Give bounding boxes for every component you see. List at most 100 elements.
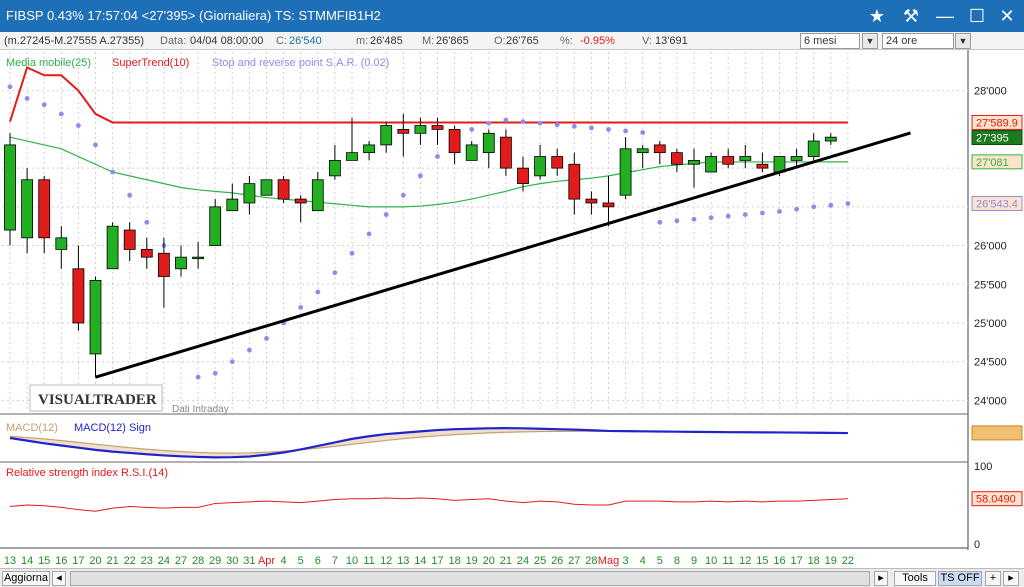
- price-panel: 24'000 24'500 25'000 25'500 26'000 28'000 27'5…: [2, 50, 1023, 550]
- bear-candle: [499, 136, 512, 169]
- x-tick-label: 20: [89, 555, 101, 567]
- x-tick-label: 21: [500, 555, 512, 567]
- bull-candle: [363, 144, 376, 154]
- bull-candle: [226, 198, 239, 212]
- bear-candle: [585, 198, 598, 204]
- sar-dot: [674, 218, 680, 224]
- rsi-tick-label: 0: [974, 539, 980, 551]
- sar-dot: [640, 130, 646, 135]
- timeframe-select[interactable]: 24 ore: [882, 33, 954, 49]
- sar-dot: [298, 305, 304, 310]
- bull-candle: [739, 156, 752, 161]
- sar-dot: [400, 192, 406, 198]
- sar-dot: [76, 123, 81, 128]
- x-tick-label: 16: [55, 555, 67, 567]
- refresh-button[interactable]: Aggiorna: [2, 571, 50, 586]
- bear-candle: [517, 167, 529, 185]
- macd-value-tag: [971, 425, 1023, 441]
- add-button[interactable]: +: [985, 571, 1001, 586]
- supertrend-line: [9, 66, 848, 124]
- bull-candle: [636, 148, 649, 154]
- brand-logo-box: [29, 384, 163, 412]
- sar-dot: [742, 212, 748, 217]
- x-tick-label: 27: [175, 555, 187, 567]
- timeframe-dropdown-icon[interactable]: ▼: [955, 33, 971, 49]
- bottom-toolbar: Aggiorna ◂ ▸ Tools TS OFF + ▸: [0, 568, 1024, 587]
- rsi-tick-label: 100: [974, 461, 992, 473]
- max-label: M:: [422, 35, 435, 47]
- x-tick-label: 7: [332, 555, 338, 567]
- bull-candle: [209, 206, 222, 246]
- title-bar: FIBSP 0.43% 17:57:04 <27'395> (Giornalie…: [0, 0, 1024, 32]
- x-tick-label: 17: [431, 555, 443, 567]
- sar-dot: [7, 84, 13, 90]
- sar-dot: [606, 127, 611, 132]
- macd-panel: [0, 413, 1023, 459]
- ts-off-button[interactable]: TS OFF: [938, 571, 982, 586]
- x-tick-label: 3: [623, 555, 629, 567]
- x-tick-label: Apr: [258, 555, 275, 567]
- period-select[interactable]: 6 mesi: [800, 33, 860, 49]
- open-value: 26'765: [506, 35, 539, 47]
- x-tick-label: 14: [414, 555, 426, 567]
- x-tick-label: 16: [773, 555, 785, 567]
- y-tick-label: 24'000: [974, 395, 1007, 407]
- sar-dot: [41, 102, 47, 108]
- x-tick-label: 10: [346, 555, 358, 567]
- bear-candle: [551, 156, 564, 169]
- bear-candle: [277, 179, 290, 200]
- tools-icon[interactable]: ⚒: [902, 6, 920, 26]
- ma-value-tag: 27'081: [976, 157, 1009, 169]
- x-tick-label: 30: [226, 555, 238, 567]
- sar-dot: [777, 209, 782, 214]
- sar-dot: [418, 173, 423, 179]
- bear-candle: [602, 202, 615, 208]
- x-tick-label: 18: [448, 555, 460, 567]
- supertrend-value-tag: 27'589.9: [976, 117, 1018, 129]
- x-tick-label: 29: [209, 555, 221, 567]
- next-button[interactable]: ▸: [1003, 571, 1019, 586]
- period-dropdown-icon[interactable]: ▼: [862, 33, 878, 49]
- rsi-value-tag-box: [971, 491, 1023, 507]
- sar-dot: [589, 125, 594, 131]
- pct-label: %:: [560, 35, 573, 47]
- legend-macd: MACD(12): [6, 422, 58, 434]
- scroll-left-button[interactable]: ◂: [52, 571, 66, 586]
- price-value-tag-box: [971, 130, 1023, 146]
- bull-candle: [175, 256, 187, 270]
- bull-candle: [4, 144, 16, 231]
- sar-dot: [435, 154, 440, 159]
- max-value: 26'865: [436, 35, 469, 47]
- support-trendline: [95, 131, 911, 379]
- bull-candle: [260, 179, 273, 196]
- bull-candle: [106, 225, 119, 270]
- sar-dot: [332, 270, 338, 276]
- info-bar: (m.27245-M.27555 A.27355) Data: 04/04 08…: [0, 32, 1024, 50]
- bear-candle: [722, 156, 735, 165]
- close-label: C:: [276, 35, 287, 47]
- bull-candle: [414, 125, 427, 134]
- close-button[interactable]: ✕: [999, 6, 1015, 26]
- sar-dot: [195, 374, 201, 380]
- x-tick-label: 15: [756, 555, 768, 567]
- sar-dot: [503, 117, 509, 123]
- scroll-right-button[interactable]: ▸: [874, 571, 888, 586]
- minimize-button[interactable]: —: [936, 6, 954, 26]
- legend-sar: Stop and reverse point S.A.R. (0.02): [212, 57, 389, 69]
- x-axis: 13 14 15 16 17 20 21 22 23 24 27 28 29 30 31 Apr 4 5 6 7 10 1…: [0, 547, 968, 567]
- sar-dot: [469, 127, 475, 132]
- bear-candle: [140, 249, 153, 258]
- x-tick-label: 31: [243, 555, 255, 567]
- sar-dot: [725, 213, 731, 219]
- tools-button[interactable]: Tools: [894, 571, 936, 586]
- maximize-button[interactable]: ☐: [968, 6, 986, 26]
- chart-area[interactable]: 24'000 24'500 25'000 25'500 26'000 28'000 27'5…: [0, 50, 1024, 568]
- bull-candle: [243, 183, 256, 204]
- intraday-label: Dati Intraday: [172, 404, 229, 415]
- horizontal-scrollbar[interactable]: [70, 571, 870, 586]
- star-icon[interactable]: ★: [868, 6, 886, 26]
- x-tick-label: 27: [568, 555, 580, 567]
- vol-label: V:: [642, 35, 652, 47]
- bear-candle: [756, 163, 769, 169]
- sar-value-tag: 26'543.4: [976, 198, 1018, 210]
